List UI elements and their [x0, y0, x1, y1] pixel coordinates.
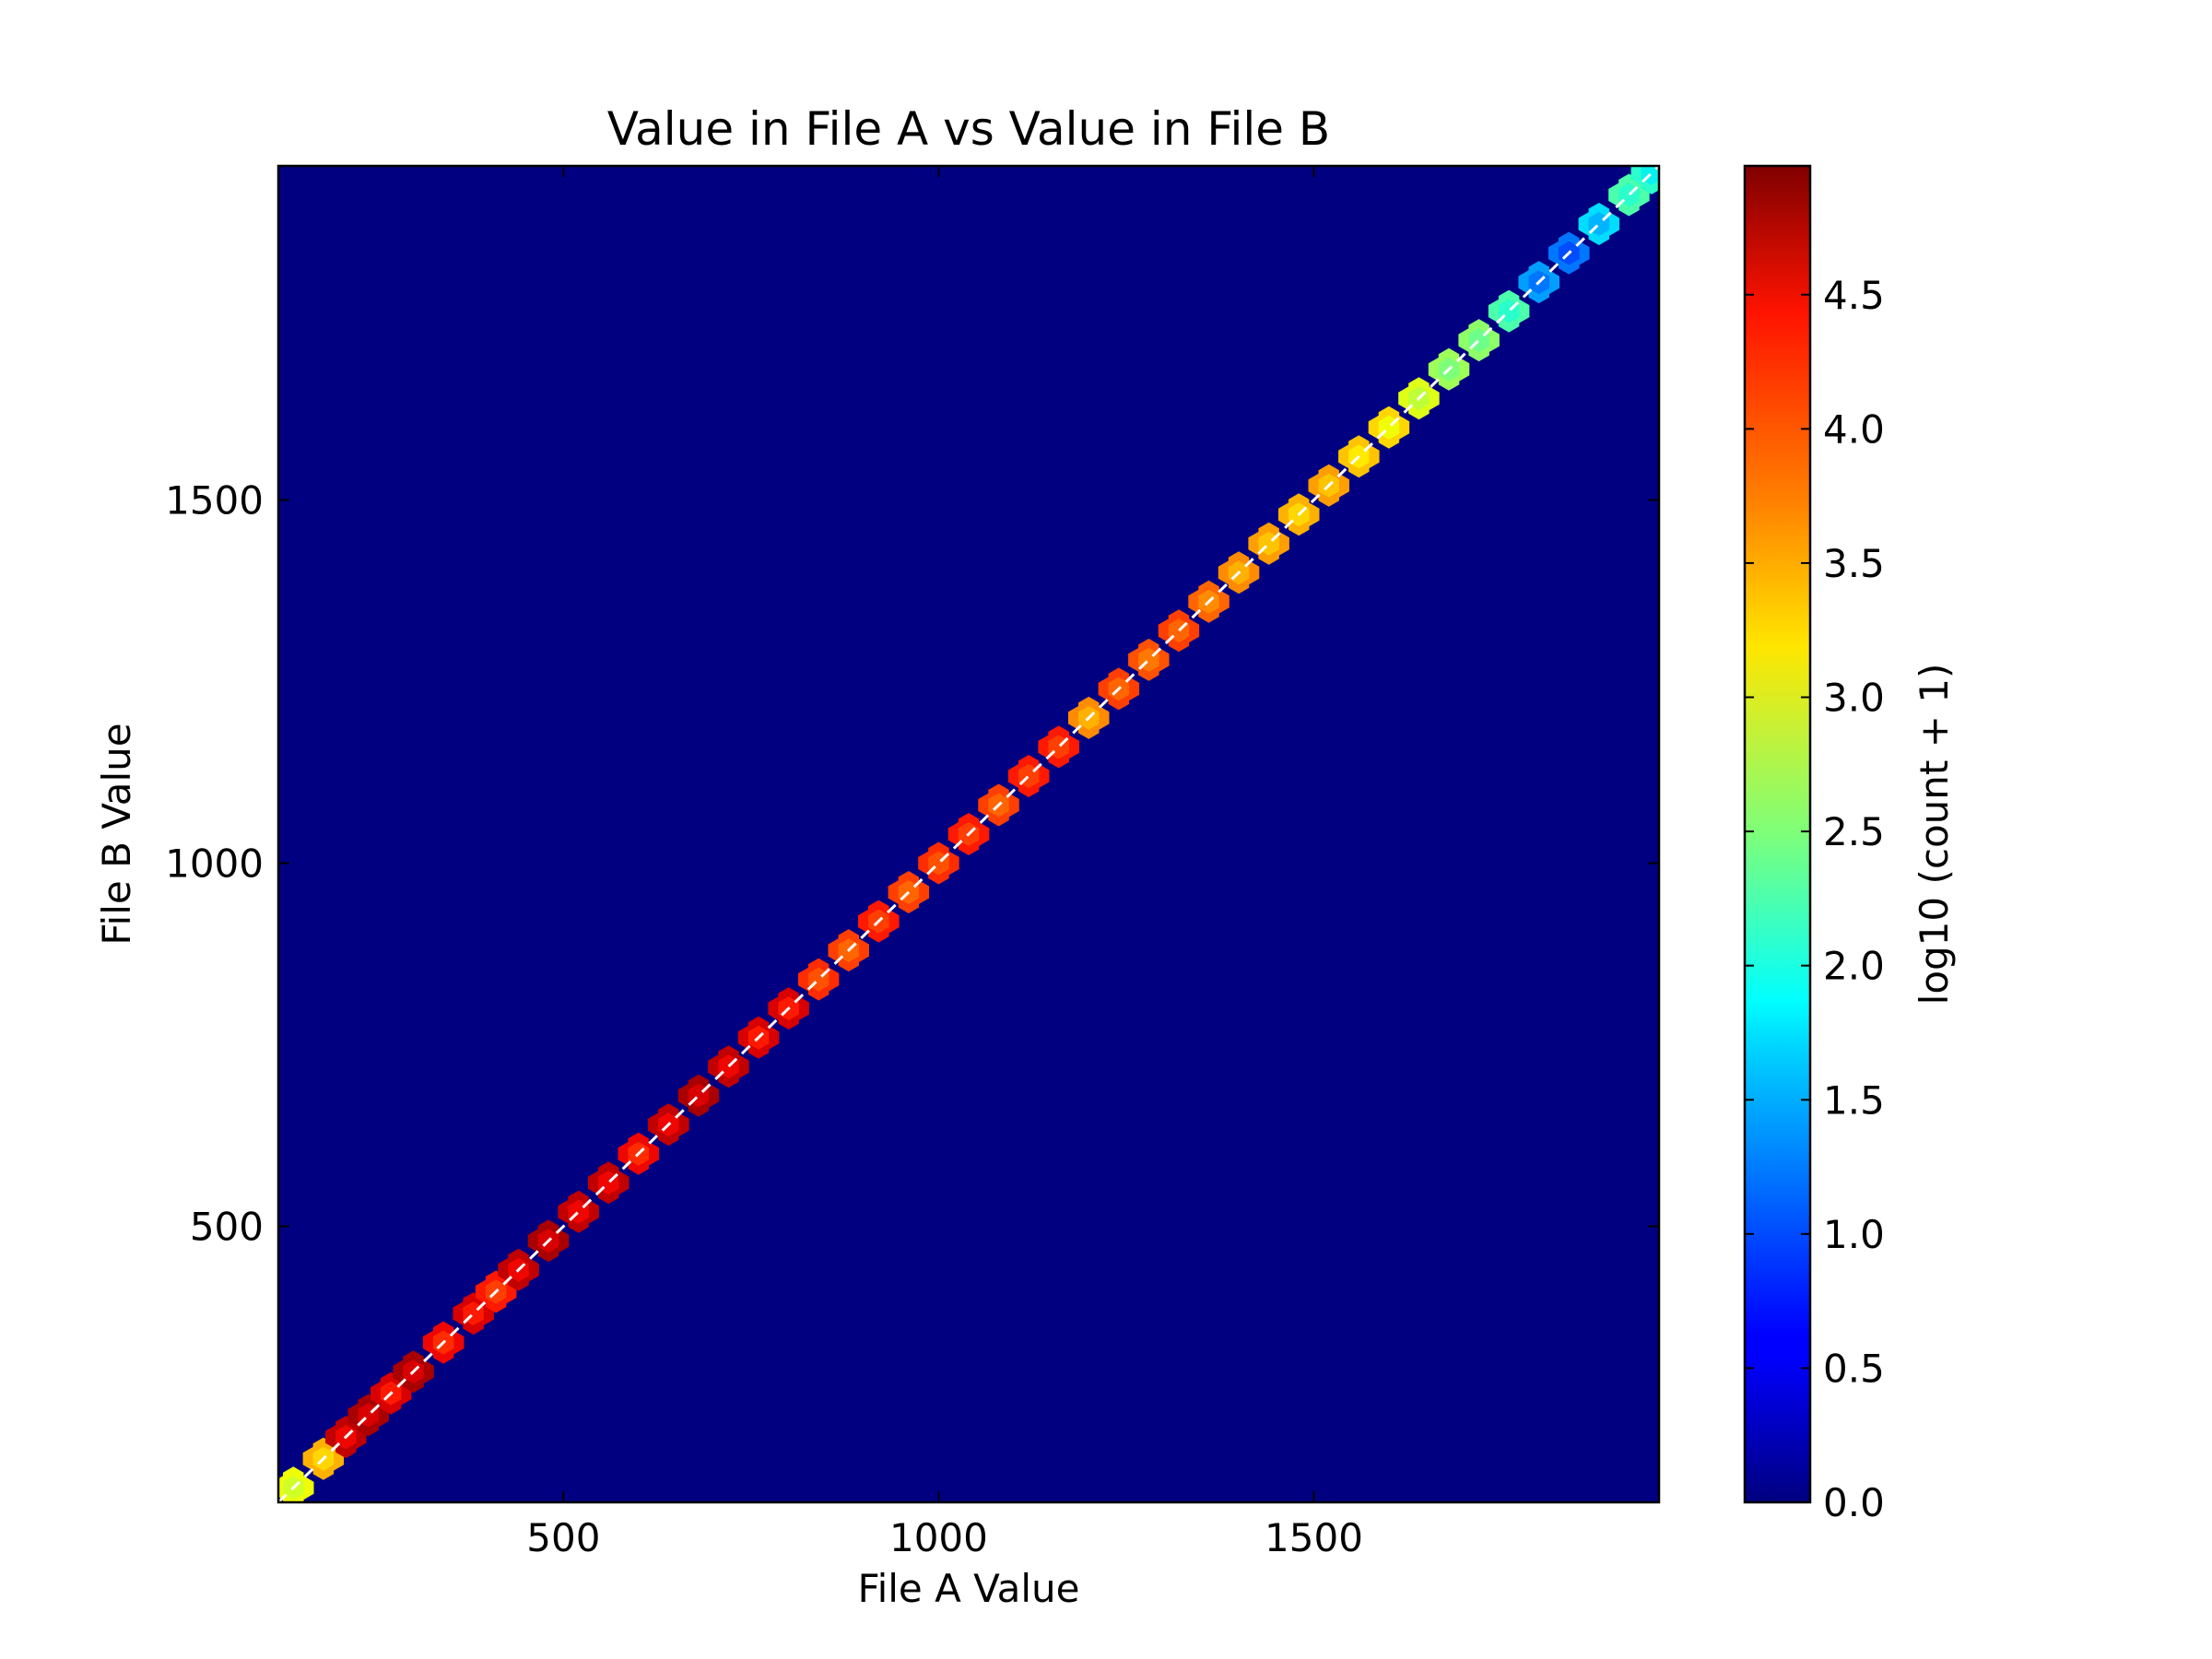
chart-title: Value in File A vs Value in File B [607, 102, 1330, 156]
colorbar [1743, 164, 1812, 1504]
colorbar-tick-label: 1.0 [1823, 1212, 1885, 1257]
colorbar-tick-label: 0.0 [1823, 1480, 1885, 1525]
plot-frame [276, 164, 1661, 1504]
y-tick-label: 500 [190, 1205, 264, 1250]
y-axis-ticks: 500 1000 1500 [165, 478, 1659, 1250]
colorbar-tick-label: 2.5 [1823, 809, 1885, 854]
x-tick-label: 500 [526, 1515, 600, 1560]
y-tick-label: 1500 [165, 478, 264, 524]
colorbar-tick-label: 3.0 [1823, 676, 1885, 721]
y-tick-label: 1000 [165, 841, 264, 887]
colorbar-tick-label: 4.0 [1823, 406, 1885, 452]
x-tick-label: 1500 [1265, 1515, 1363, 1560]
x-axis-ticks: 500 1000 1500 [526, 166, 1363, 1560]
x-tick-label: 1000 [889, 1515, 988, 1560]
colorbar-ticks: 0.0 0.5 1.0 1.5 2.0 2.5 3.0 3.5 4.0 4.5 [1745, 273, 1885, 1525]
colorbar-tick-label: 4.5 [1823, 273, 1885, 318]
colorbar-tick-label: 2.0 [1823, 944, 1885, 989]
colorbar-tick-label: 3.5 [1823, 541, 1885, 586]
y-axis-label: File B Value [94, 723, 139, 945]
colorbar-tick-label: 1.5 [1823, 1077, 1885, 1123]
x-axis-label: File A Value [857, 1566, 1079, 1611]
colorbar-label: log10 (count + 1) [1912, 664, 1957, 1006]
colorbar-tick-label: 0.5 [1823, 1346, 1885, 1391]
reference-line [278, 166, 1659, 1502]
